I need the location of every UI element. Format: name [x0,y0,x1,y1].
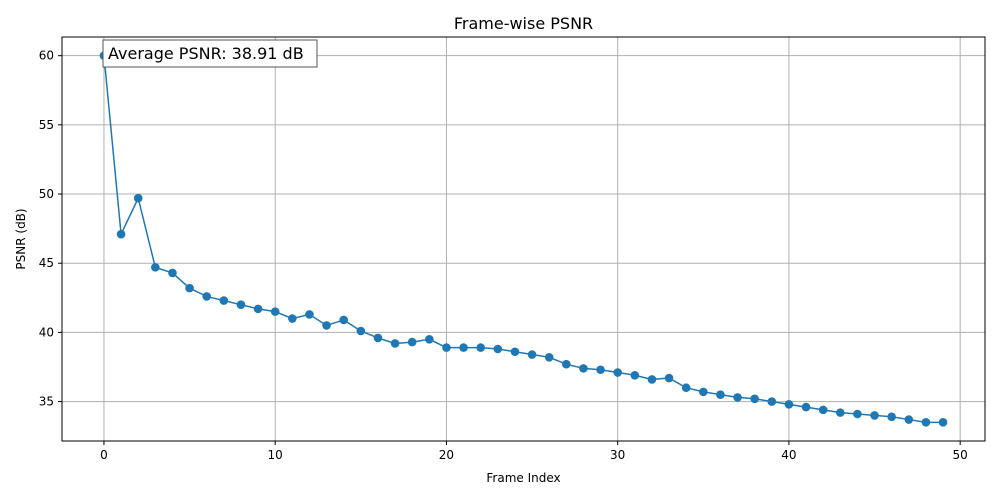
plot-frame [61,36,986,442]
data-point [459,343,468,352]
data-point [236,300,246,310]
average-annotation: Average PSNR: 38.91 dB [102,39,318,68]
data-point [493,344,503,354]
data-point [853,409,862,419]
y-tick-label: 35 [39,395,54,409]
data-point [425,335,434,344]
data-point [151,263,160,272]
data-point [664,373,674,383]
chart-title: Frame-wise PSNR [454,14,593,33]
data-point [202,292,212,301]
data-point [305,310,314,319]
data-point [185,283,194,293]
x-tick-label: 10 [268,448,283,462]
data-point [544,352,554,362]
data-point [630,370,640,380]
data-point [767,397,777,406]
data-point [116,229,126,239]
annotation-box [102,39,318,68]
data-point [442,343,451,352]
series-psnr [99,51,948,427]
data-point [579,364,588,373]
x-tick-label: 20 [439,448,454,462]
data-point [801,402,811,412]
data-point [373,333,383,343]
y-axis-label: PSNR (dB) [14,208,28,269]
data-point [716,390,725,399]
data-point [288,314,297,323]
x-axis-label: Frame Index [486,471,560,485]
axis-ticks: 0 10 20 30 40 50 35 40 45 50 55 60 [39,49,968,462]
data-point [835,408,845,417]
data-point [322,321,331,330]
data-point [270,307,280,316]
data-point [356,326,366,336]
data-point [887,412,896,422]
data-point [596,365,605,375]
data-point [510,347,520,357]
data-point [750,394,759,404]
y-tick-label: 55 [39,118,54,132]
data-point [527,350,537,359]
x-tick-label: 30 [610,448,625,462]
data-point [562,359,571,369]
data-point [339,315,348,325]
x-tick-label: 0 [100,448,108,462]
data-point [476,343,485,352]
y-tick-label: 45 [39,256,54,270]
x-tick-label: 40 [781,448,796,462]
x-tick-label: 50 [953,448,968,462]
data-point [647,375,657,384]
y-tick-label: 50 [39,187,54,201]
data-point [133,193,143,203]
annotation-text: Average PSNR: 38.91 dB [108,44,304,63]
data-point [733,393,742,402]
data-point [168,268,177,278]
data-point [613,368,622,377]
data-point [390,339,400,348]
data-point [904,415,914,424]
data-point [407,337,417,347]
data-point [921,418,931,427]
data-point [784,400,794,409]
data-point [938,418,948,427]
data-point [699,387,708,397]
y-tick-label: 40 [39,325,54,339]
data-point [681,383,691,393]
y-tick-label: 60 [39,49,54,63]
data-point [818,405,828,415]
data-point [219,296,229,305]
data-point [253,304,263,314]
data-point [870,411,879,420]
